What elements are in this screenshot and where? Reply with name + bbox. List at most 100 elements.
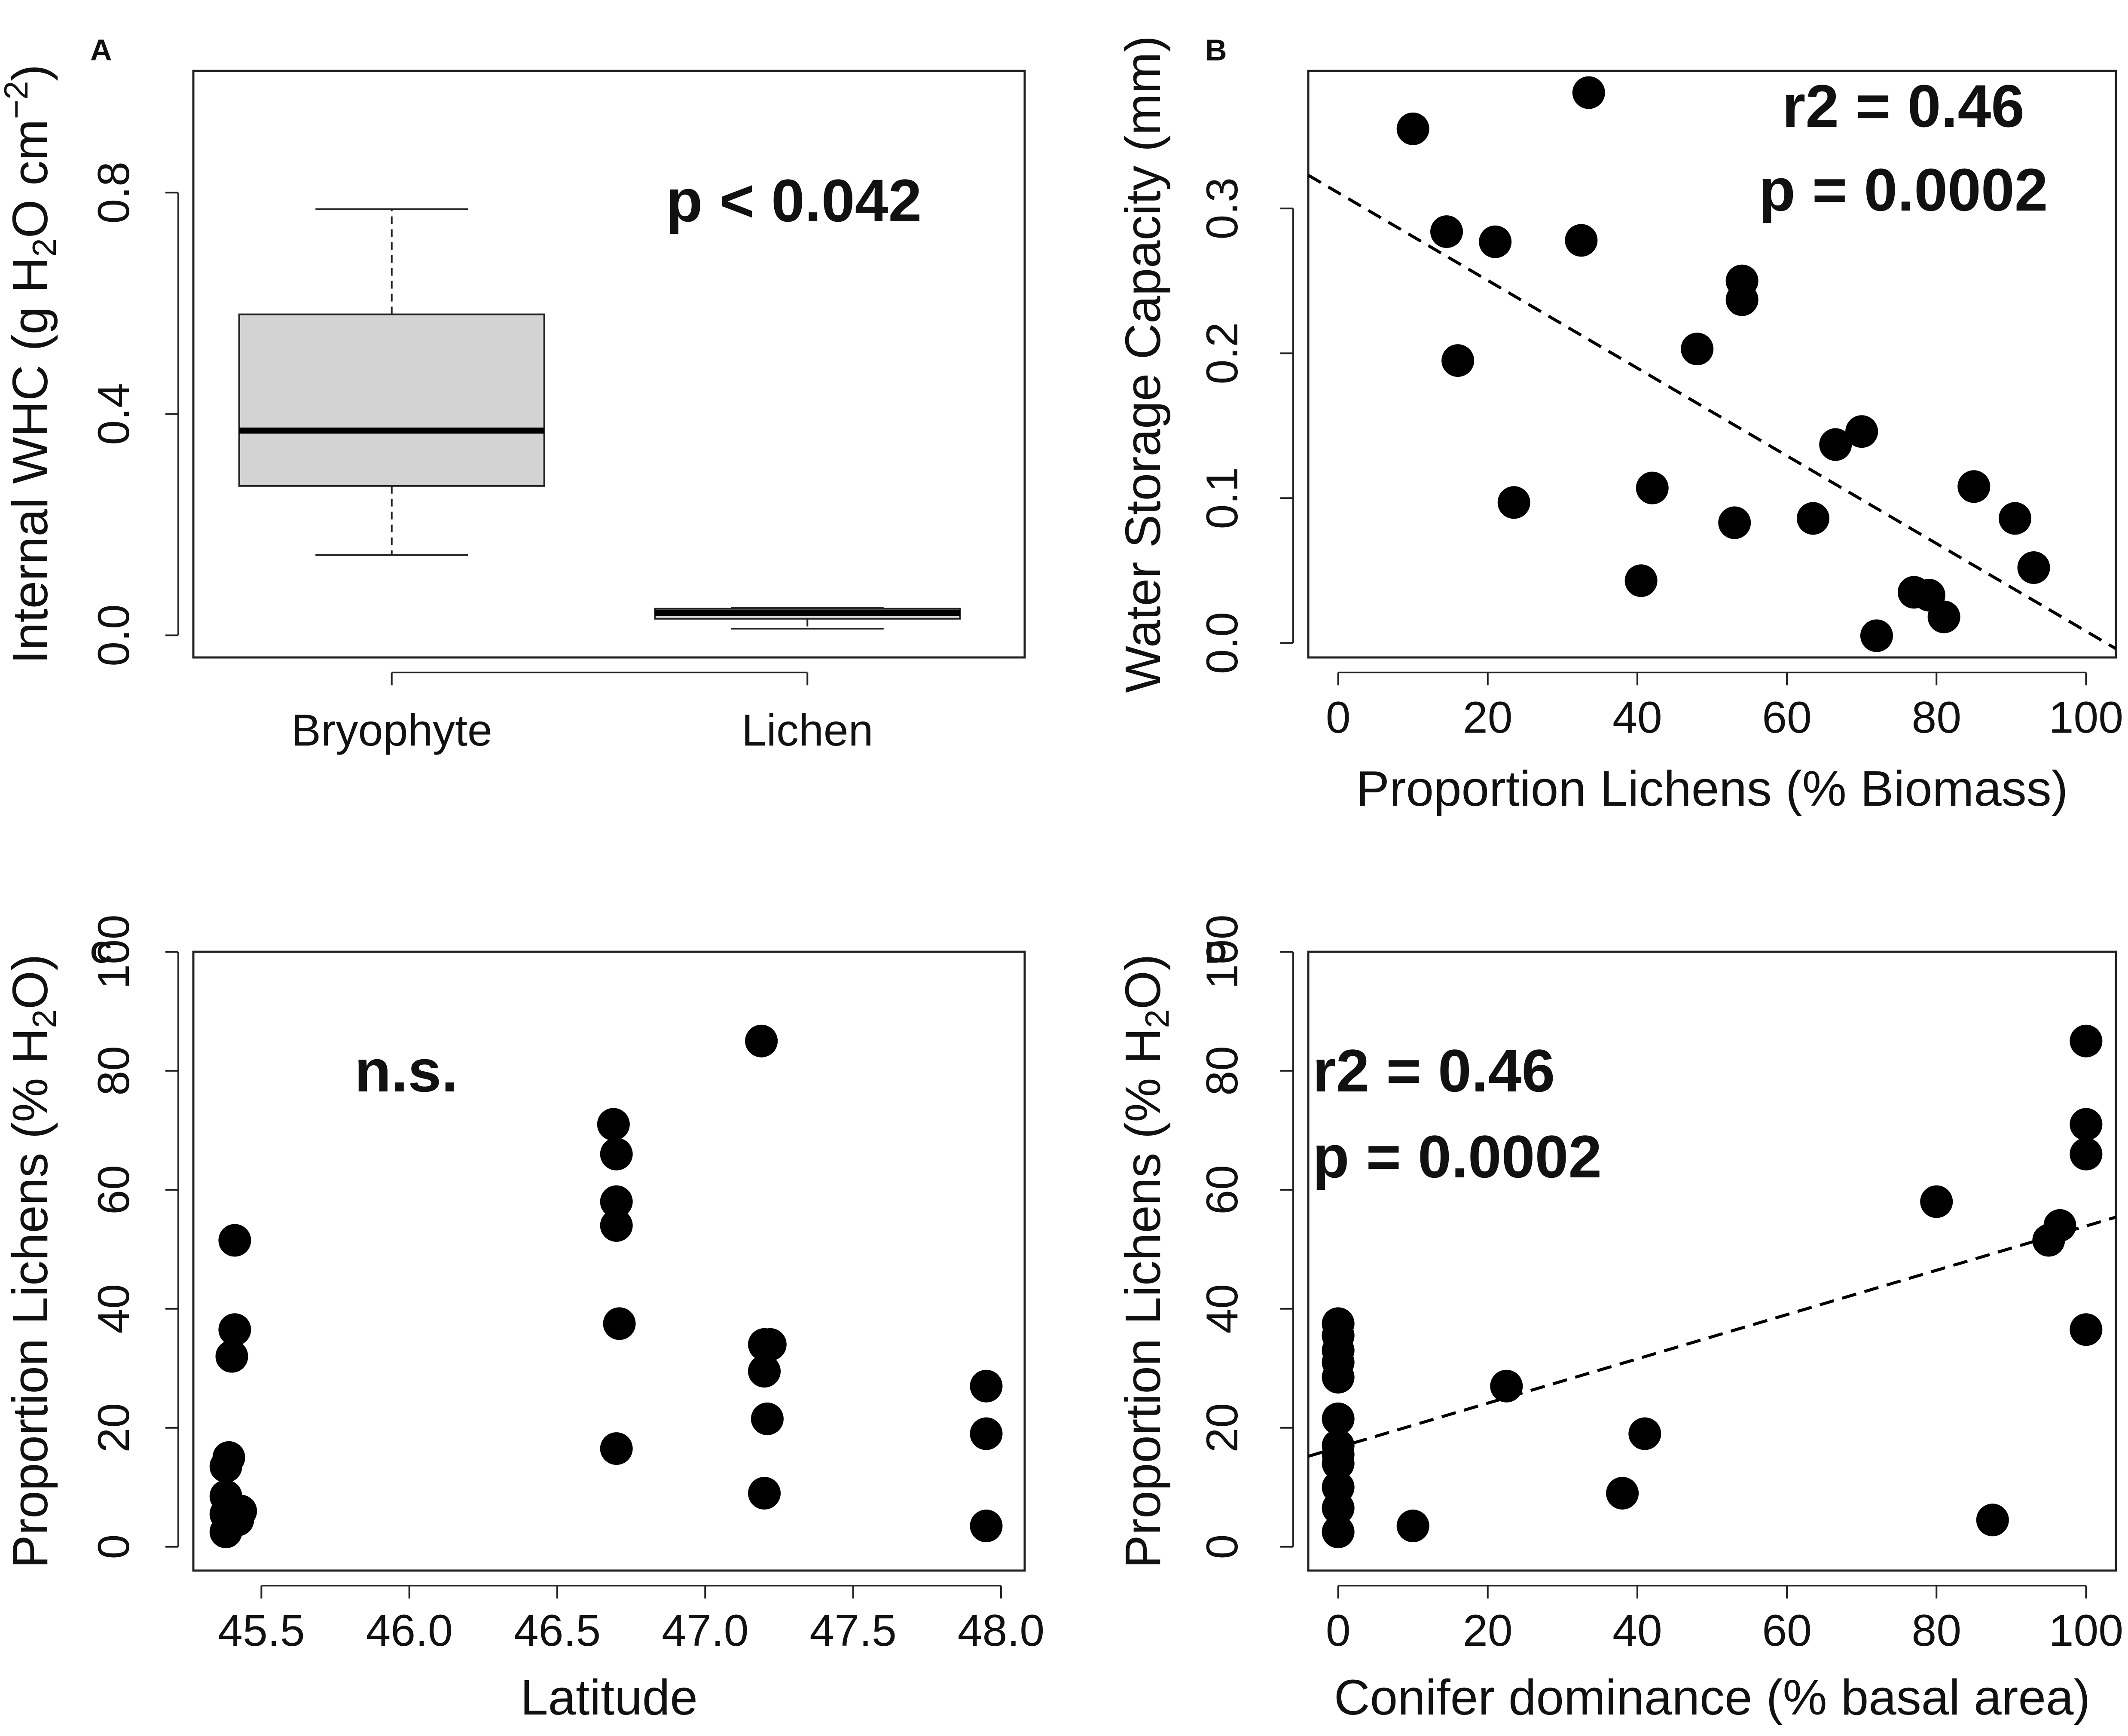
data-point — [2017, 551, 2050, 584]
data-point — [218, 1224, 251, 1257]
y-label-subscript: 2 — [25, 1009, 63, 1028]
data-point — [1681, 333, 1714, 366]
y-tick-label: 20 — [1197, 1403, 1247, 1453]
data-point — [1976, 1504, 2009, 1537]
data-point — [1322, 1516, 1355, 1548]
data-point — [2070, 1137, 2103, 1171]
y-axis-label: Proportion Lichens (% H2O) — [1115, 954, 1176, 1568]
data-point — [600, 1209, 633, 1242]
panel-b: B 0.0 0.1 0.2 0.3 Water Storage Capacity (mm)… — [1115, 33, 2123, 816]
y-axis-label: Water Storage Capacity (mm) — [1115, 36, 1171, 693]
y-tick-label: 0 — [1197, 1534, 1247, 1559]
x-tick-label: 40 — [1612, 693, 1662, 743]
data-point — [1606, 1477, 1639, 1510]
box-iqr — [238, 313, 545, 487]
data-point — [2070, 1313, 2103, 1346]
data-point — [600, 1185, 633, 1218]
x-tick-label: 40 — [1612, 1606, 1662, 1656]
data-point — [970, 1369, 1003, 1403]
x-tick-label: 60 — [1762, 693, 1812, 743]
x-tick-label: 46.0 — [366, 1606, 452, 1656]
y-tick-label: 20 — [89, 1403, 139, 1453]
y-tick-label: 100 — [1197, 914, 1247, 989]
data-point — [1322, 1429, 1355, 1462]
data-point — [754, 1328, 787, 1361]
y-tick-label: 100 — [89, 914, 139, 989]
data-point — [1718, 506, 1751, 539]
data-point — [1845, 415, 1878, 448]
annotation-r2: r2 = 0.46 — [1782, 72, 2024, 140]
data-point — [1565, 224, 1598, 257]
data-point — [1430, 215, 1463, 248]
x-tick-label: 0 — [1326, 693, 1351, 743]
x-tick-label: 47.0 — [662, 1606, 748, 1656]
annotation-significance: n.s. — [354, 1037, 458, 1104]
y-tick-label: 0.3 — [1197, 177, 1247, 240]
annotation-pvalue: p = 0.0002 — [1313, 1123, 1602, 1190]
data-point — [1322, 1471, 1355, 1504]
data-point — [215, 1340, 248, 1373]
plot-frame — [192, 951, 1026, 1572]
y-tick-label: 60 — [1197, 1165, 1247, 1215]
plot-frame — [192, 70, 1026, 659]
y-label-text: Proportion Lichens (% H — [2, 1028, 58, 1568]
y-label-text-end: O) — [1115, 954, 1171, 1009]
y-tick-label: 0.2 — [1197, 322, 1247, 385]
data-point — [1572, 76, 1605, 109]
data-point — [1479, 225, 1512, 258]
data-point — [1860, 619, 1893, 652]
data-point — [1396, 112, 1429, 145]
y-tick-label: 80 — [89, 1046, 139, 1096]
data-point — [1636, 471, 1669, 504]
data-point — [1628, 1417, 1661, 1450]
x-axis-label: Proportion Lichens (% Biomass) — [1356, 761, 2068, 816]
data-point — [1624, 564, 1658, 597]
data-point — [748, 1355, 781, 1388]
data-point — [1920, 1185, 1953, 1218]
data-point — [1497, 486, 1530, 519]
panel-letter: B — [1205, 33, 1227, 67]
data-point — [745, 1024, 778, 1057]
x-tick-label: 48.0 — [958, 1606, 1044, 1656]
panel-a: A 0.0 0.4 0.8 Internal WHC (g H2O cm−2) Bryop… — [0, 33, 1026, 755]
annotation-pvalue: p = 0.0002 — [1759, 156, 2048, 223]
panel-letter: D — [1205, 935, 1227, 969]
data-point — [603, 1307, 636, 1340]
plot-frame — [1307, 951, 2117, 1572]
panel-letter: C — [90, 935, 112, 969]
panel-letter: A — [90, 33, 112, 67]
y-tick-label: 0.8 — [89, 162, 139, 224]
y-tick-label: 40 — [1197, 1284, 1247, 1334]
data-point — [218, 1313, 251, 1346]
data-point — [751, 1402, 784, 1435]
y-tick-label: 0.4 — [89, 383, 139, 445]
y-tick-label: 0.0 — [89, 604, 139, 666]
y-axis-label: Proportion Lichens (% H2O) — [2, 954, 63, 1568]
x-tick-label: 47.5 — [809, 1606, 896, 1656]
y-label-superscript: −2 — [0, 81, 35, 119]
data-point — [1999, 502, 2031, 535]
x-axis-label: Conifer dominance (% basal area) — [1334, 1669, 2090, 1725]
data-point — [2070, 1024, 2103, 1057]
x-tick-label: 20 — [1463, 693, 1513, 743]
x-tick-label: 46.5 — [514, 1606, 601, 1656]
data-point — [1322, 1307, 1355, 1340]
x-tick-label: 80 — [1911, 693, 1961, 743]
data-point — [597, 1108, 630, 1141]
data-point — [212, 1441, 245, 1474]
x-tick-label: 60 — [1762, 1606, 1812, 1656]
y-tick-label: 0.1 — [1197, 467, 1247, 529]
data-point — [224, 1495, 257, 1528]
data-point — [1927, 600, 1960, 633]
data-point — [1396, 1510, 1429, 1543]
y-label-subscript: 2 — [1138, 1009, 1176, 1028]
x-tick-label: 0 — [1326, 1606, 1351, 1656]
data-point — [970, 1510, 1003, 1543]
y-label-subscript: 2 — [25, 238, 63, 257]
y-label-text: Internal WHC (g H — [2, 257, 58, 664]
data-point — [1725, 264, 1759, 297]
panel-c: C 0 20 40 60 80 100 Proportion Lichens (% H2O) 4… — [2, 914, 1044, 1725]
data-point — [600, 1432, 633, 1465]
y-label-text: Proportion Lichens (% H — [1115, 1028, 1171, 1568]
